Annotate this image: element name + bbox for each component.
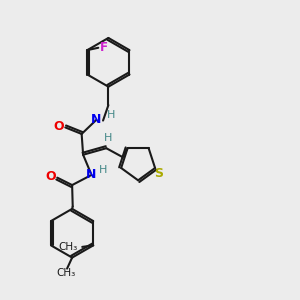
Text: H: H xyxy=(107,110,116,120)
Text: CH₃: CH₃ xyxy=(58,242,78,252)
Text: CH₃: CH₃ xyxy=(56,268,75,278)
Text: S: S xyxy=(154,167,163,180)
Text: O: O xyxy=(53,120,64,133)
Text: N: N xyxy=(86,169,97,182)
Text: N: N xyxy=(91,113,101,127)
Text: H: H xyxy=(99,165,107,175)
Text: F: F xyxy=(100,41,108,54)
Text: O: O xyxy=(45,170,56,183)
Text: H: H xyxy=(103,134,112,143)
